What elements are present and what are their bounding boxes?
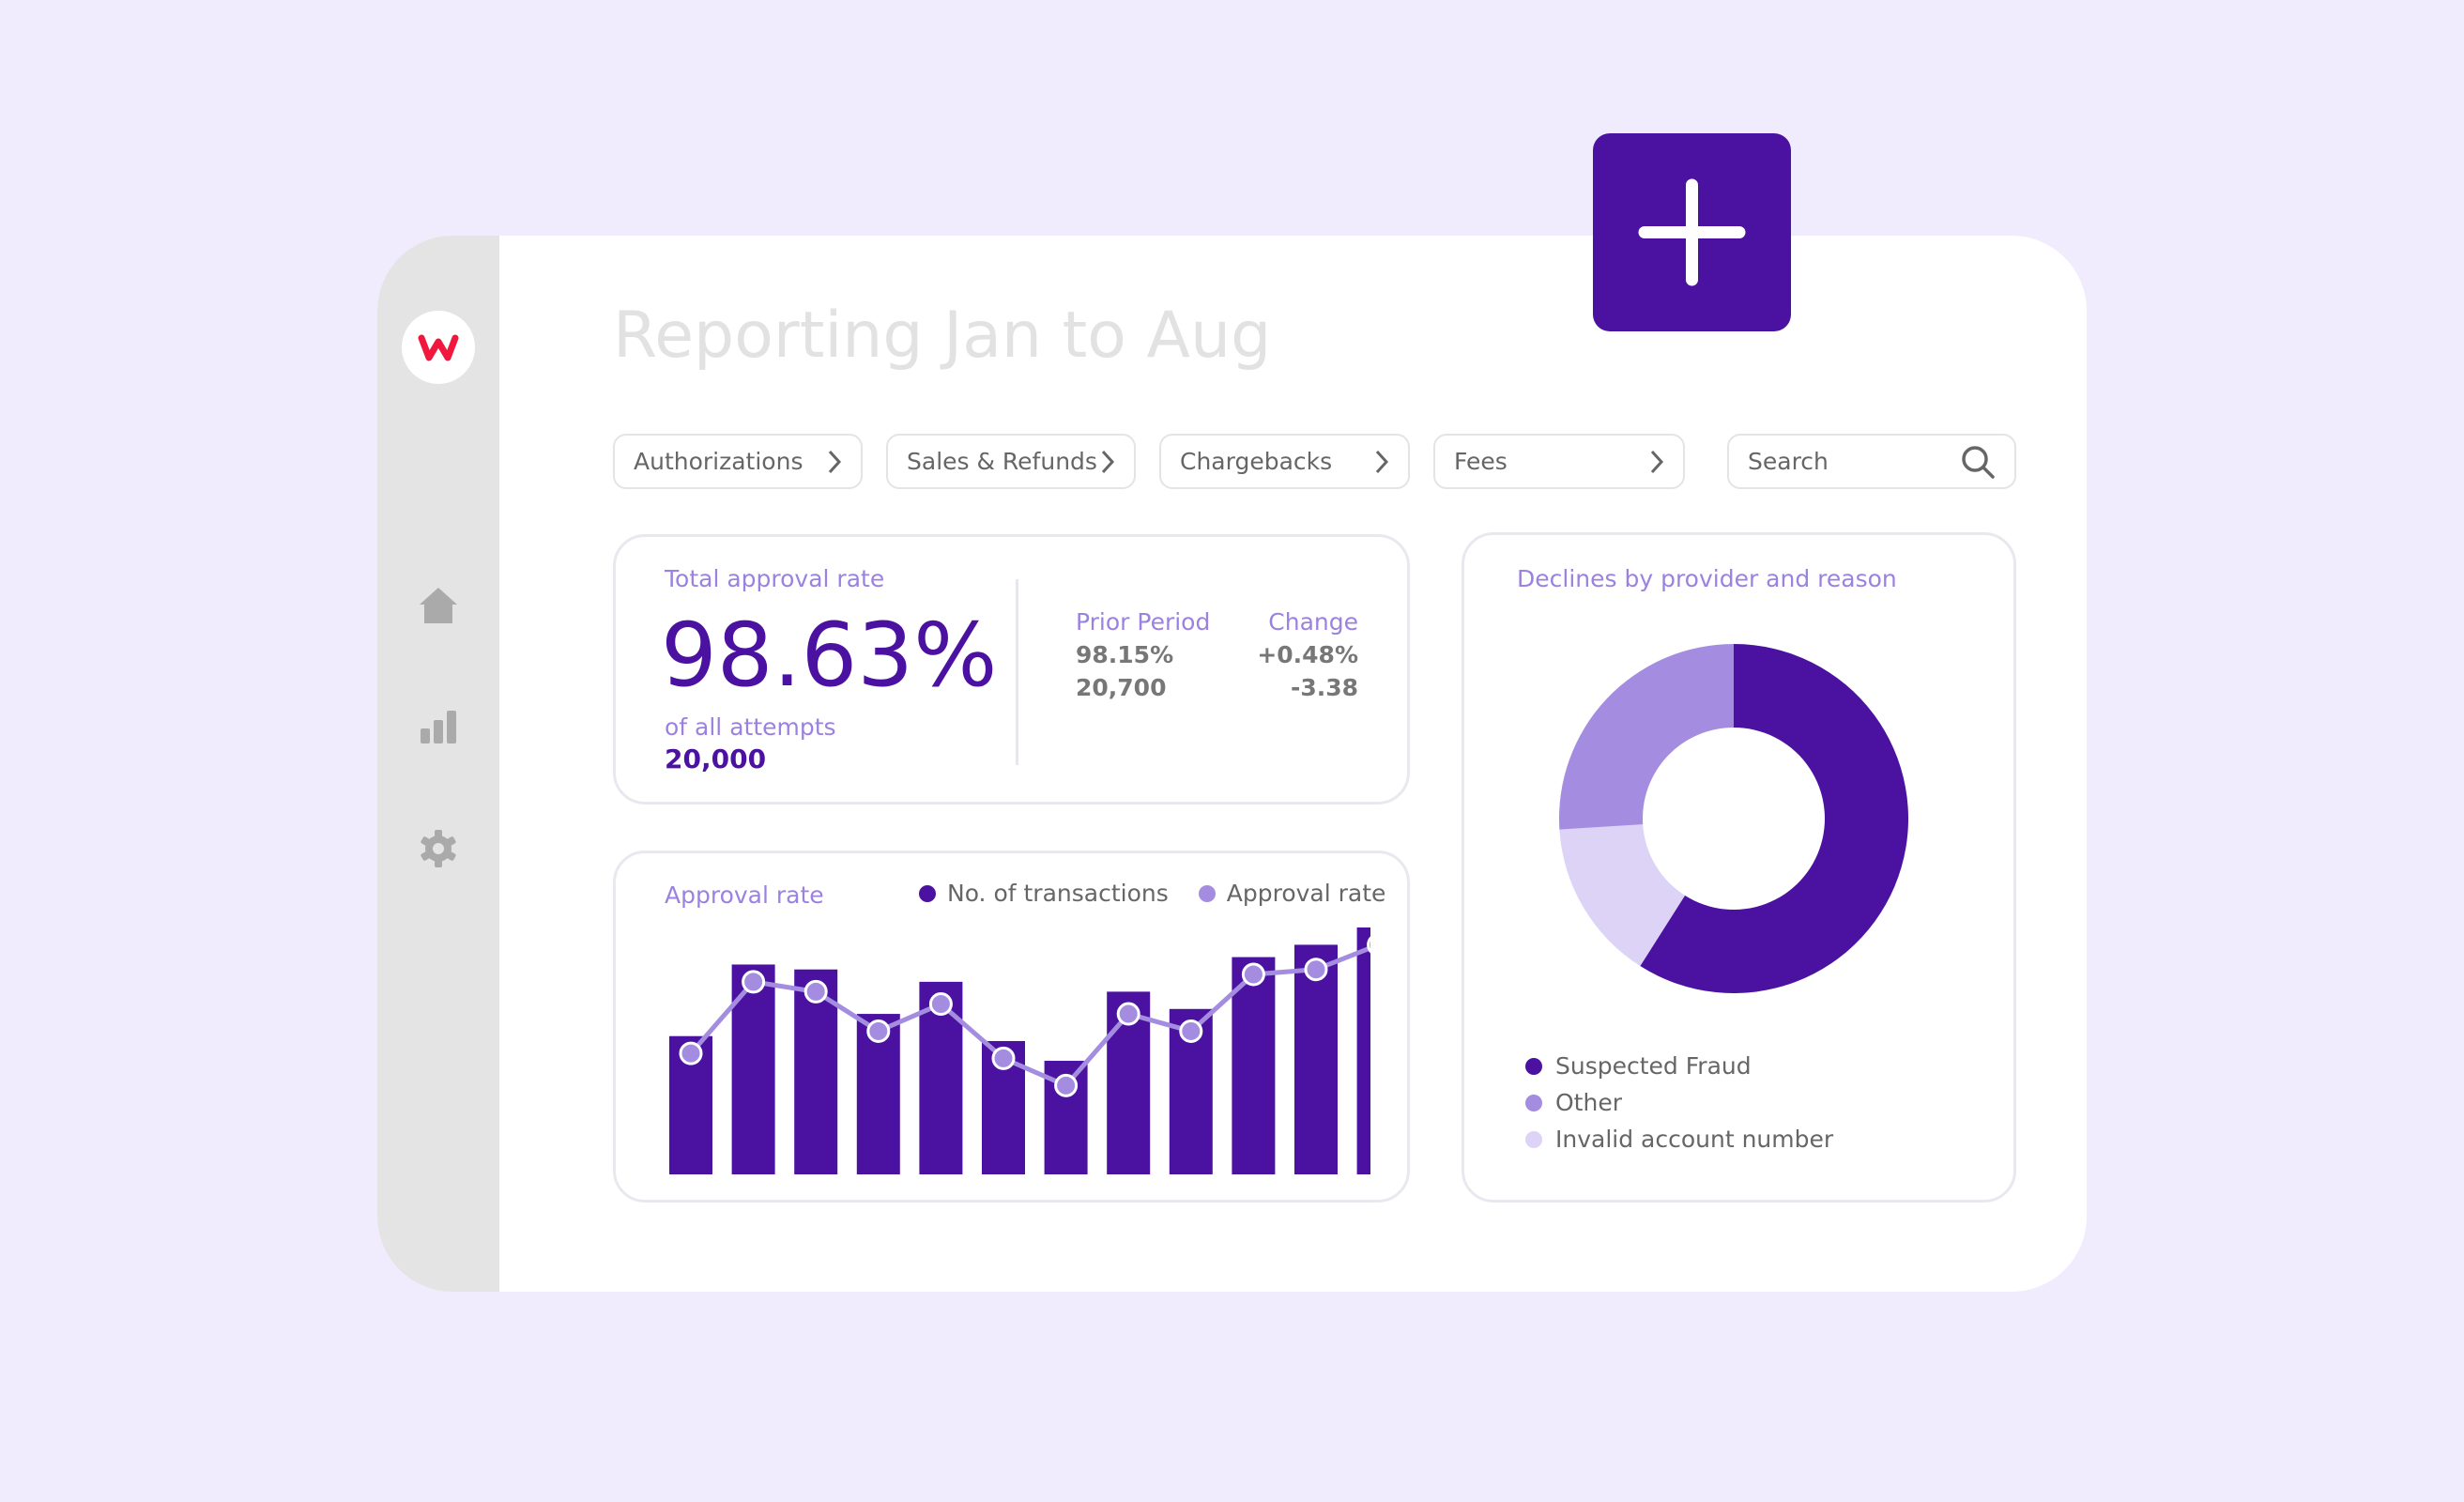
attempts-label: of all attempts — [665, 713, 836, 741]
legend-item-invalid: Invalid account number — [1525, 1121, 1833, 1157]
legend-label-approval: Approval rate — [1226, 880, 1386, 907]
plus-icon — [1638, 178, 1746, 286]
approval-rate-point[interactable] — [928, 992, 953, 1017]
search-placeholder: Search — [1748, 448, 1829, 475]
approval-rate-point[interactable] — [1054, 1073, 1079, 1097]
logo-w-icon — [418, 334, 459, 361]
approval-rate-point[interactable] — [1179, 1019, 1203, 1043]
legend-label: Suspected Fraud — [1555, 1052, 1752, 1080]
legend-dot — [1525, 1094, 1542, 1111]
approval-rate-point[interactable] — [803, 979, 828, 1004]
bar[interactable] — [1356, 927, 1370, 1174]
chevron-right-icon — [1101, 450, 1115, 473]
chevron-right-icon — [1650, 450, 1664, 473]
declines-donut-chart — [1559, 644, 1908, 993]
bar[interactable] — [794, 969, 838, 1174]
declines-card: Declines by provider and reason Suspecte… — [1462, 532, 2016, 1203]
bar[interactable] — [1232, 957, 1276, 1174]
legend-item-fraud: Suspected Fraud — [1525, 1048, 1833, 1084]
filter-label: Authorizations — [634, 448, 803, 475]
gear-icon[interactable] — [417, 827, 460, 870]
filter-chargebacks[interactable]: Chargebacks — [1159, 434, 1410, 489]
change-header: Change — [1268, 608, 1358, 636]
legend-dot-transactions — [919, 884, 936, 902]
prior-rate: 98.15% — [1076, 641, 1174, 668]
approval-rate-point[interactable] — [1304, 958, 1328, 982]
change-rate: +0.48% — [1257, 641, 1358, 668]
filter-authorizations[interactable]: Authorizations — [613, 434, 863, 489]
legend-dot — [1525, 1057, 1542, 1075]
sidebar — [377, 236, 499, 1292]
chevron-right-icon — [1375, 450, 1389, 473]
filter-sales-refunds[interactable]: Sales & Refunds — [886, 434, 1136, 489]
donut-slice[interactable] — [1559, 824, 1686, 967]
filter-label: Sales & Refunds — [907, 448, 1097, 475]
legend-label: Other — [1555, 1089, 1622, 1116]
filter-fees[interactable]: Fees — [1433, 434, 1685, 489]
stats-label: Total approval rate — [665, 565, 885, 592]
filter-label: Chargebacks — [1180, 448, 1333, 475]
add-button[interactable] — [1593, 133, 1791, 331]
approval-rate-point[interactable] — [1241, 962, 1265, 987]
divider — [1016, 579, 1018, 765]
approval-rate-point[interactable] — [679, 1041, 703, 1065]
page-title: Reporting Jan to Aug — [613, 299, 1272, 373]
search-input[interactable]: Search — [1727, 434, 2016, 489]
donut-slice[interactable] — [1640, 644, 1908, 993]
home-icon[interactable] — [417, 584, 460, 627]
approval-rate-point[interactable] — [1116, 1002, 1140, 1026]
bar[interactable] — [1294, 944, 1338, 1174]
approval-rate-point[interactable] — [742, 970, 766, 994]
chart-legend: No. of transactions Approval rate — [919, 880, 1385, 907]
change-count: -3.38 — [1290, 674, 1358, 701]
logo[interactable] — [402, 311, 475, 384]
donut-slice[interactable] — [1559, 644, 1734, 830]
chevron-right-icon — [828, 450, 842, 473]
prior-period-header: Prior Period — [1076, 608, 1211, 636]
approval-rate-point[interactable] — [1367, 934, 1370, 955]
approval-bar-chart — [669, 927, 1370, 1174]
chart-title: Approval rate — [665, 881, 824, 909]
approval-rate-point[interactable] — [991, 1046, 1016, 1070]
search-icon[interactable] — [1960, 444, 1996, 480]
legend-dot — [1525, 1130, 1542, 1148]
approval-rate-value: 98.63% — [661, 605, 998, 707]
legend-dot-approval — [1198, 884, 1216, 902]
attempts-value: 20,000 — [665, 743, 767, 774]
approval-stats-card: Total approval rate 98.63% of all attemp… — [613, 534, 1410, 805]
legend-item-other: Other — [1525, 1084, 1833, 1121]
donut-legend: Suspected Fraud Other Invalid account nu… — [1525, 1048, 1833, 1157]
declines-title: Declines by provider and reason — [1517, 565, 1897, 592]
approval-rate-point[interactable] — [866, 1019, 891, 1043]
legend-label: Invalid account number — [1555, 1126, 1834, 1153]
legend-label-transactions: No. of transactions — [947, 880, 1169, 907]
prior-count: 20,700 — [1076, 674, 1167, 701]
bar-chart-icon[interactable] — [417, 706, 460, 749]
filter-label: Fees — [1454, 448, 1507, 475]
